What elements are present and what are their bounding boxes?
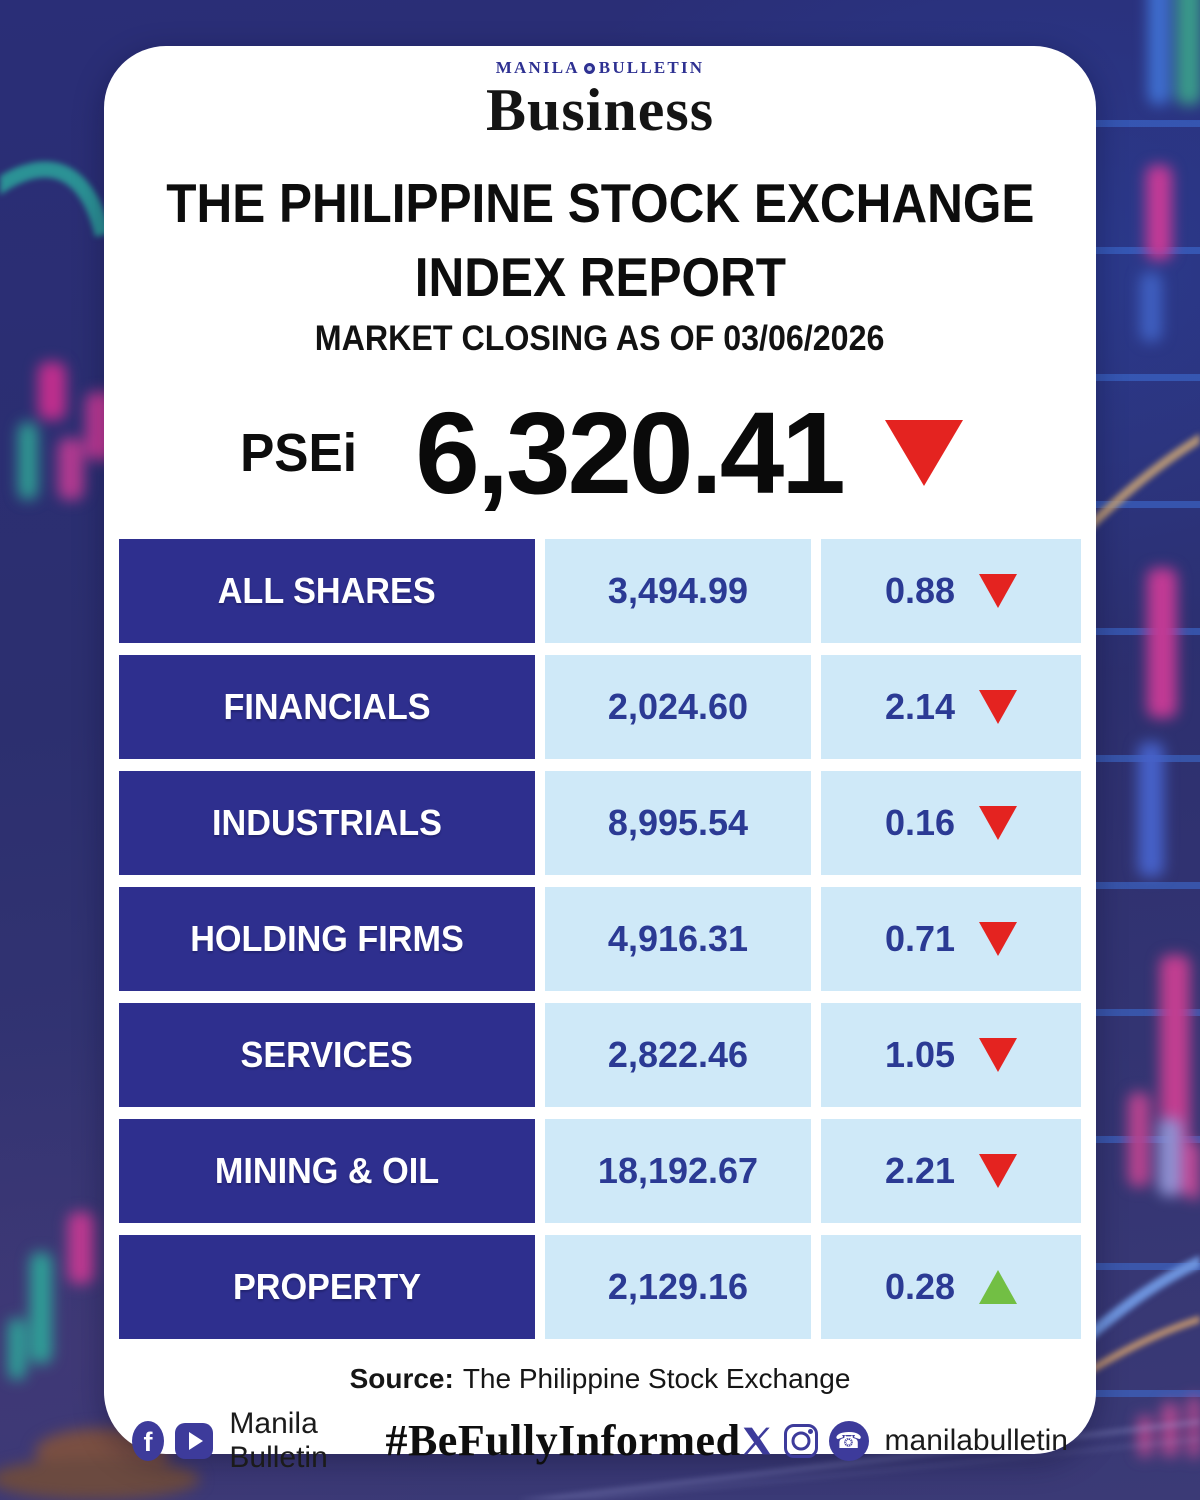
sector-label: PROPERTY [232,1265,422,1307]
youtube-icon [175,1422,214,1459]
sector-change-cell: 2.14 [821,654,1081,759]
change-triangle-icon [979,805,1018,840]
sector-label-cell: MINING & OIL [119,1118,535,1223]
source-label: Source: [349,1362,454,1394]
psei-value: 6,320.41 [415,387,846,518]
report-subtitle: MARKET CLOSING AS OF 03/06/2026 [315,318,885,358]
globe-icon [583,62,595,74]
sector-value-cell: 2,129.16 [545,1234,811,1339]
change-value: 0.16 [884,801,956,843]
table-row: INDUSTRIALS 8,995.54 0.16 [119,770,1081,875]
footer-left: f Manila Bulletin [132,1407,385,1475]
footer-left-handle: Manila Bulletin [229,1406,328,1474]
change-value: 0.71 [884,917,956,959]
change-value: 0.28 [884,1265,956,1307]
sector-label: HOLDING FIRMS [190,917,464,959]
sector-change-cell: 0.28 [821,1234,1081,1339]
table-row: FINANCIALS 2,024.60 2.14 [119,654,1081,759]
instagram-icon [783,1423,818,1458]
sector-table: ALL SHARES 3,494.99 0.88 FINANCIALS 2,02… [119,538,1081,1339]
title-line-2: INDEX REPORT [414,246,786,309]
masthead-bulletin: BULLETIN [598,58,705,77]
sector-change-cell: 2.21 [821,1118,1081,1223]
play-icon [189,1431,204,1450]
table-row: HOLDING FIRMS 4,916.31 0.71 [119,886,1081,991]
viber-icon: ☎ [828,1420,869,1461]
sector-label-cell: SERVICES [119,1002,535,1107]
change-value: 0.88 [884,569,956,611]
sector-value: 3,494.99 [607,569,749,611]
sector-value: 2,129.16 [607,1265,749,1307]
report-title: THE PHILIPPINE STOCK EXCHANGE INDEX REPO… [166,166,1034,315]
sector-label: SERVICES [240,1033,414,1075]
source-line: Source: The Philippine Stock Exchange [350,1363,851,1395]
x-icon [741,1425,773,1457]
business-logo: Business [485,77,715,143]
sector-change-cell: 0.88 [821,538,1081,643]
change-triangle-icon [979,573,1018,608]
footer-right-handle: manilabulletin [884,1423,1068,1457]
sector-label-cell: HOLDING FIRMS [119,886,535,991]
report-card: MANILA BULLETIN Business THE PHILIPPINE … [104,46,1096,1474]
sector-value-cell: 2,822.46 [545,1002,811,1107]
sector-value-cell: 4,916.31 [545,886,811,991]
source-text: The Philippine Stock Exchange [462,1362,851,1394]
change-value: 2.14 [884,685,956,727]
sector-value-cell: 3,494.99 [545,538,811,643]
sector-value: 2,822.46 [607,1033,749,1075]
hashtag: #BeFullyInformed [385,1416,741,1465]
change-triangle-icon [979,1153,1018,1188]
masthead: MANILA BULLETIN [496,58,705,78]
table-row: MINING & OIL 18,192.67 2.21 [119,1118,1081,1223]
sector-value: 4,916.31 [607,917,749,959]
sector-label-cell: PROPERTY [119,1234,535,1339]
psei-label: PSEi [240,422,358,483]
table-row: PROPERTY 2,129.16 0.28 [119,1234,1081,1339]
psei-triangle-icon [884,419,963,486]
sector-value-cell: 8,995.54 [545,770,811,875]
footer: f Manila Bulletin #BeFullyInformed ☎ man… [132,1407,1068,1475]
sector-value: 2,024.60 [607,685,749,727]
sector-value-cell: 18,192.67 [545,1118,811,1223]
sector-value: 18,192.67 [597,1149,759,1191]
change-triangle-icon [979,689,1018,724]
footer-right: ☎ manilabulletin [741,1420,1068,1461]
change-value: 1.05 [884,1033,956,1075]
sector-change-cell: 1.05 [821,1002,1081,1107]
change-triangle-icon [979,1037,1018,1072]
change-value: 2.21 [884,1149,956,1191]
table-row: ALL SHARES 3,494.99 0.88 [119,538,1081,643]
sector-label-cell: INDUSTRIALS [119,770,535,875]
sector-value: 8,995.54 [607,801,749,843]
sector-change-cell: 0.71 [821,886,1081,991]
sector-label: FINANCIALS [223,685,431,727]
facebook-icon: f [132,1420,164,1461]
psei-headline: PSEi 6,320.41 [237,395,963,511]
sector-label-cell: ALL SHARES [119,538,535,643]
sector-value-cell: 2,024.60 [545,654,811,759]
masthead-manila: MANILA [495,58,580,77]
sector-label: ALL SHARES [218,569,436,611]
table-row: SERVICES 2,822.46 1.05 [119,1002,1081,1107]
change-triangle-icon [979,1269,1018,1304]
sector-label: MINING & OIL [214,1149,440,1191]
sector-label: INDUSTRIALS [212,801,442,843]
sector-label-cell: FINANCIALS [119,654,535,759]
change-triangle-icon [979,921,1018,956]
title-line-1: THE PHILIPPINE STOCK EXCHANGE [165,172,1035,234]
sector-change-cell: 0.16 [821,770,1081,875]
chart-gridlines [1084,0,1200,1500]
